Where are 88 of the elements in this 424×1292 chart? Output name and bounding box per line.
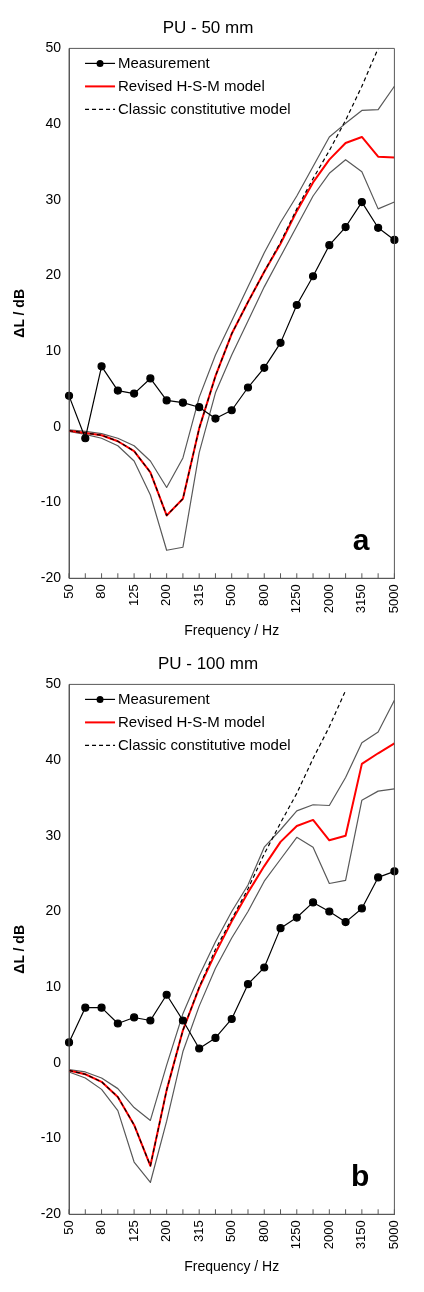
point [195,403,204,412]
point [130,389,139,398]
point [276,338,285,347]
x-tick-label: 2000 [320,584,336,614]
x-tick-label: 2000 [320,1220,336,1250]
x-tick-label: 3150 [353,584,369,614]
point [308,272,318,281]
point [227,1014,236,1024]
point [374,873,383,882]
point [357,904,366,913]
point [162,396,171,405]
y-tick-label: 20 [45,266,62,283]
point [243,383,253,392]
x-tick-label: 80 [93,1220,109,1235]
legend-label: Revised H-S-M model [118,76,265,94]
point [227,406,236,415]
y-tick-label: -10 [40,1129,62,1146]
point [341,917,350,927]
point [162,990,171,999]
x-tick-label: 1250 [288,1220,304,1250]
point [374,223,383,232]
y-tick-label: 10 [45,342,62,359]
annotation: b [351,1158,370,1192]
point [146,1016,155,1025]
point [97,362,106,371]
point [211,1033,220,1043]
legend-label: Measurement [118,689,211,707]
x-tick-label: 315 [190,1220,206,1242]
point [113,386,122,395]
point [292,913,301,922]
point [243,980,253,989]
y-tick-label: 30 [45,826,62,843]
point [260,363,269,372]
y-tick-label: 30 [45,190,62,207]
point [325,241,334,250]
point [211,414,220,423]
y-tick-label: 50 [45,39,62,56]
x-tick-label: 1250 [288,584,304,614]
point [276,924,285,933]
point [195,1044,204,1053]
legend-label: Measurement [118,53,211,71]
y-tick-label: -20 [40,1205,62,1222]
point [292,300,301,310]
y-tick-label: 0 [53,417,62,434]
y-tick-label: 0 [53,1053,62,1070]
x-tick-label: 125 [125,584,141,606]
point [341,222,350,232]
y-tick-label: 50 [45,675,62,692]
point [81,1003,90,1012]
point [325,907,334,916]
y-tick-label: -20 [40,569,62,586]
x-tick-label: 800 [255,1220,271,1242]
y-tick-label: 40 [45,114,62,131]
x-tick-label: 5000 [385,1220,401,1250]
legend-label: Classic constitutive model [118,735,291,753]
x-tick-label: 200 [158,1220,174,1242]
x-tick-label: 500 [223,584,239,606]
annotation: a [352,522,370,556]
chart-title: PU - 50 mm [162,17,254,37]
x-tick-label: 200 [158,584,174,606]
point [146,374,155,383]
y-tick-label: -10 [40,493,62,510]
x-tick-label: 80 [93,584,109,599]
x-tick-label: 800 [255,584,271,606]
point [130,1013,139,1022]
y-tick-label: 10 [45,978,62,995]
x-tick-label: 3150 [353,1220,369,1250]
y-tick-label: 20 [45,902,62,919]
point [308,898,318,907]
x-tick-label: 125 [125,1220,141,1242]
legend-label: Classic constitutive model [118,99,291,117]
x-tick-label: 5000 [385,584,401,614]
y-axis-title: ΔL / dB [11,288,28,338]
point [357,197,366,207]
point [178,398,188,407]
point [260,963,269,972]
point [97,1003,106,1012]
x-tick-label: 500 [223,1220,239,1242]
point [178,1016,188,1025]
x-axis-title: Frequency / Hz [184,1258,280,1275]
y-axis-title: ΔL / dB [11,924,28,974]
legend-label: Revised H-S-M model [118,712,265,730]
point [81,434,90,443]
point [113,1019,122,1028]
chart-title: PU - 100 mm [157,653,259,673]
x-tick-label: 315 [190,584,206,606]
y-tick-label: 40 [45,750,62,767]
x-axis-title: Frequency / Hz [184,622,280,639]
